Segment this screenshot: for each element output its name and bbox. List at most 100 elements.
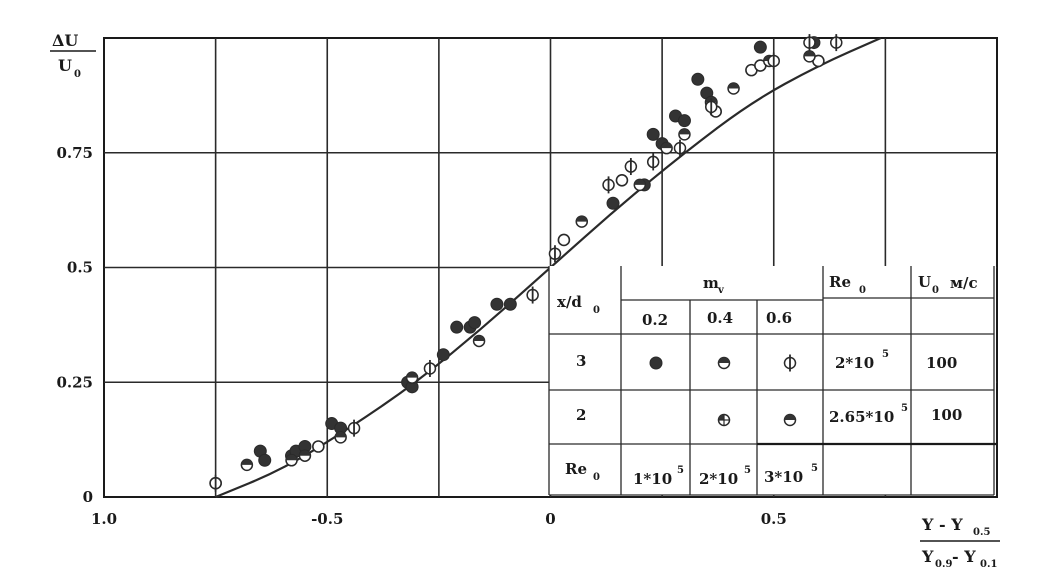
row1-marker-1 xyxy=(649,356,663,370)
data-point-vertical-bar xyxy=(347,419,361,437)
table-header-u: U xyxy=(918,273,931,291)
bottom-re-exp-1: 5 xyxy=(677,465,684,476)
legend-marker-vertical-bar xyxy=(783,354,797,372)
y-label-denominator-sub: 0 xyxy=(74,69,81,80)
row1-xd: 3 xyxy=(576,352,586,370)
data-point-vertical-bar xyxy=(767,52,780,70)
legend-marker-filled xyxy=(649,356,663,370)
data-point-filled xyxy=(258,453,272,467)
data-point-filled xyxy=(753,40,767,54)
row1-re-exp: 5 xyxy=(882,349,889,360)
data-point-filled xyxy=(468,316,482,330)
data-point-vertical-bar xyxy=(646,153,660,171)
row2-re: 2.65*10 xyxy=(829,408,894,426)
data-point-open xyxy=(615,173,629,187)
data-point-vertical-bar xyxy=(704,98,718,116)
x-label-denominator-a: Y xyxy=(921,547,934,566)
x-label-numerator: Y - Y xyxy=(921,515,963,534)
row1-u: 100 xyxy=(926,354,957,372)
y-tick-label: 0.25 xyxy=(56,373,93,391)
mv-value-2: 0.4 xyxy=(707,309,733,327)
data-point-vertical-bar xyxy=(624,158,638,176)
data-point-vertical-bar xyxy=(830,34,843,52)
data-point-filled xyxy=(691,72,705,86)
table-header-re: Re xyxy=(829,273,851,291)
y-tick-label: 0.5 xyxy=(67,259,93,277)
bottom-re-exp-3: 5 xyxy=(811,463,818,474)
x-tick-label: 0 xyxy=(545,510,555,528)
x-tick-label: 0.5 xyxy=(761,510,787,528)
tick-labels: 1.0 -0.5 0 0.500.250.50.75 xyxy=(56,144,786,528)
bottom-re-value-3: 3*10 xyxy=(764,468,803,486)
data-point-vertical-bar xyxy=(209,474,222,492)
data-point-half-horizontal xyxy=(803,50,816,63)
y-axis-label: ΔU U 0 xyxy=(50,31,96,80)
legend-marker-half-horizontal xyxy=(783,413,797,427)
y-tick-label: 0 xyxy=(83,488,93,506)
x-label-denominator-a-sub: 0.9 xyxy=(935,559,952,570)
table-header-re-sub: 0 xyxy=(859,285,866,296)
legend-marker-quarter xyxy=(717,413,731,427)
row2-xd: 2 xyxy=(576,406,586,424)
y-label-denominator: U xyxy=(58,56,72,75)
row2-re-exp: 5 xyxy=(901,403,908,414)
data-point-half-horizontal xyxy=(240,458,254,472)
bottom-re-label: Re xyxy=(565,460,587,478)
x-axis-label: Y - Y 0.5 Y 0.9 - Y 0.1 xyxy=(920,515,1000,570)
data-point-filled xyxy=(450,320,464,334)
data-point-open xyxy=(557,233,571,247)
table-header-mv: m xyxy=(703,274,719,292)
table-header-mv-sub: v xyxy=(717,285,725,296)
y-tick-label: 0.75 xyxy=(56,144,93,162)
data-point-filled xyxy=(606,196,620,210)
data-point-half-horizontal xyxy=(678,128,691,141)
row1-marker-2 xyxy=(717,356,731,370)
bottom-re-label-sub: 0 xyxy=(593,472,600,483)
data-point-filled xyxy=(490,297,504,311)
data-point-half-horizontal xyxy=(633,178,647,192)
data-point-vertical-bar xyxy=(526,286,539,304)
data-point-vertical-bar xyxy=(673,139,687,157)
y-label-numerator: ΔU xyxy=(52,31,78,50)
data-point-half-horizontal xyxy=(727,82,740,95)
data-point-half-horizontal xyxy=(334,431,347,444)
data-points xyxy=(209,34,843,492)
x-label-denominator-b-sub: 0.1 xyxy=(980,559,997,570)
mv-value-3: 0.6 xyxy=(766,309,792,327)
table-header-xd-sub: 0 xyxy=(593,305,600,316)
row1-marker-3 xyxy=(783,354,797,372)
bottom-re-exp-2: 5 xyxy=(744,465,751,476)
mv-value-1: 0.2 xyxy=(642,311,668,329)
data-point-open xyxy=(312,440,325,453)
bottom-re-value-1: 1*10 xyxy=(633,470,672,488)
data-point-filled xyxy=(503,297,517,311)
table-header-u-unit: м/с xyxy=(950,274,978,292)
data-point-half-horizontal xyxy=(285,454,298,467)
x-tick-label: 1.0 xyxy=(91,510,117,528)
x-tick-label: -0.5 xyxy=(311,510,343,528)
data-point-filled xyxy=(677,114,691,128)
data-point-filled xyxy=(436,348,450,362)
table-header-xd: x/d xyxy=(557,293,582,311)
data-point-vertical-bar xyxy=(803,34,816,52)
row2-marker-3 xyxy=(783,413,797,427)
row1-re: 2*10 xyxy=(835,354,874,372)
row2-marker-2 xyxy=(717,413,731,427)
data-point-half-horizontal xyxy=(472,334,486,348)
data-point-half-horizontal xyxy=(660,141,673,155)
x-label-denominator-b: - Y xyxy=(952,547,976,566)
legend-table: x/d 0 m v 0.2 0.4 0.6 Re 0 U 0 м/с 3 2*1… xyxy=(548,266,996,496)
data-point-vertical-bar xyxy=(423,359,437,377)
data-point-filled xyxy=(646,127,660,141)
data-point-vertical-bar xyxy=(548,245,562,263)
x-label-numerator-sub: 0.5 xyxy=(973,527,990,538)
legend-marker-half-horizontal xyxy=(717,356,731,370)
row2-u: 100 xyxy=(931,406,962,424)
data-point-half-horizontal xyxy=(575,215,589,228)
table-header-u-sub: 0 xyxy=(932,285,939,296)
bottom-re-value-2: 2*10 xyxy=(699,470,738,488)
data-point-half-horizontal xyxy=(405,371,419,384)
data-point-half-horizontal xyxy=(298,449,312,462)
data-point-vertical-bar xyxy=(602,176,615,194)
